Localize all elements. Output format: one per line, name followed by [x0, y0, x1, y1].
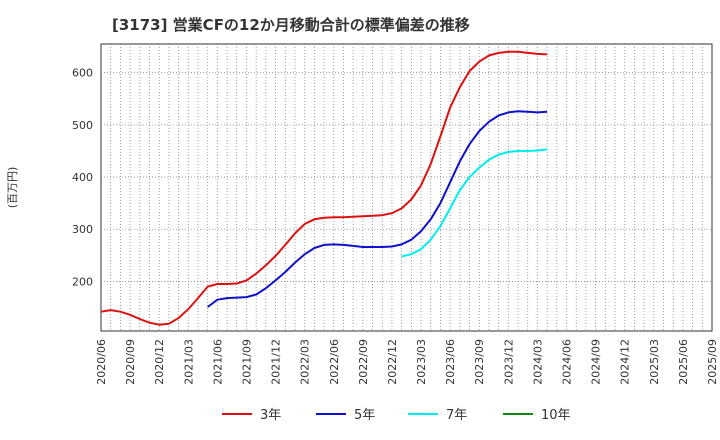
x-tick-label: 2021/12 — [270, 339, 283, 385]
plot-area — [100, 43, 713, 332]
x-tick-label: 2020/12 — [153, 339, 166, 385]
y-axis-label: (百万円) — [6, 167, 19, 209]
x-tick-label: 2024/09 — [590, 339, 603, 385]
x-tick-label: 2021/06 — [211, 339, 224, 385]
x-tick-label: 2021/09 — [240, 339, 253, 385]
x-tick-label: 2025/09 — [706, 339, 719, 385]
y-tick-label: 300 — [72, 223, 93, 236]
series-line-1 — [100, 50, 548, 326]
x-tick-label: 2024/12 — [619, 339, 632, 385]
chart-title: [3173] 営業CFの12か月移動合計の標準偏差の推移 — [112, 16, 470, 34]
legend-label: 10年 — [541, 408, 571, 423]
y-tick-label: 200 — [72, 275, 93, 288]
legend-label: 3年 — [260, 408, 281, 423]
x-tick-label: 2022/12 — [386, 339, 399, 385]
x-tick-label: 2022/06 — [328, 339, 341, 385]
x-tick-label: 2025/03 — [648, 339, 661, 385]
x-tick-label: 2020/06 — [95, 339, 108, 385]
x-tick-label: 2025/06 — [677, 339, 690, 385]
x-tick-label: 2024/06 — [561, 339, 574, 385]
y-tick-label: 600 — [72, 67, 93, 80]
x-tick-label: 2023/03 — [415, 339, 428, 385]
x-tick-label: 2024/03 — [531, 339, 544, 385]
series-line-2 — [207, 110, 548, 308]
legend-label: 5年 — [354, 408, 375, 423]
x-tick-label: 2023/12 — [502, 339, 515, 385]
legend-label: 7年 — [446, 408, 467, 423]
x-tick-label: 2023/06 — [444, 339, 457, 385]
y-tick-label: 400 — [72, 171, 93, 184]
x-tick-label: 2022/03 — [299, 339, 312, 385]
x-tick-label: 2021/03 — [182, 339, 195, 385]
x-tick-label: 2020/09 — [124, 339, 137, 385]
x-tick-label: 2022/09 — [357, 339, 370, 385]
series-line-3 — [401, 148, 548, 258]
x-tick-label: 2023/09 — [473, 339, 486, 385]
y-tick-label: 500 — [72, 119, 93, 132]
